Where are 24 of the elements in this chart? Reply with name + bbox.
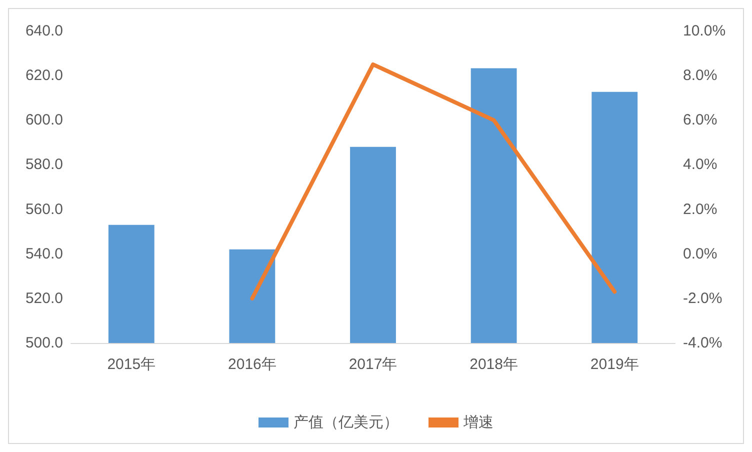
y2-tick-label: -4.0%: [683, 334, 722, 352]
y2-tick-label: -2.0%: [683, 290, 722, 307]
y-tick-label: 640.0: [25, 22, 63, 40]
y2-tick-label: 6.0%: [683, 112, 718, 129]
y-tick-label: 620.0: [25, 67, 63, 84]
line-series: [250, 62, 617, 300]
legend-label: 增速: [462, 414, 494, 431]
y-tick-label: 560.0: [25, 200, 63, 218]
x-tick-label: 2016年: [228, 356, 276, 373]
x-tick-label: 2019年: [590, 356, 639, 373]
y-tick-label: 580.0: [25, 156, 63, 174]
y2-tick-label: 4.0%: [683, 156, 718, 174]
x-tick-label: 2015年: [107, 356, 156, 373]
legend-label: 产值（亿美元）: [294, 414, 398, 431]
x-tick-label: 2018年: [470, 356, 518, 373]
y2-tick-label: 8.0%: [683, 67, 718, 84]
x-tick-label: 2017年: [348, 356, 398, 373]
y-tick-label: 520.0: [25, 290, 63, 307]
y2-tick-label: 2.0%: [683, 200, 718, 218]
y2-tick-label: 10.0%: [683, 22, 726, 40]
y2-tick-label: 0.0%: [683, 245, 718, 262]
y-tick-label: 540.0: [25, 245, 63, 262]
y-tick-label: 500.0: [25, 334, 63, 352]
y-tick-label: 600.0: [25, 112, 63, 129]
